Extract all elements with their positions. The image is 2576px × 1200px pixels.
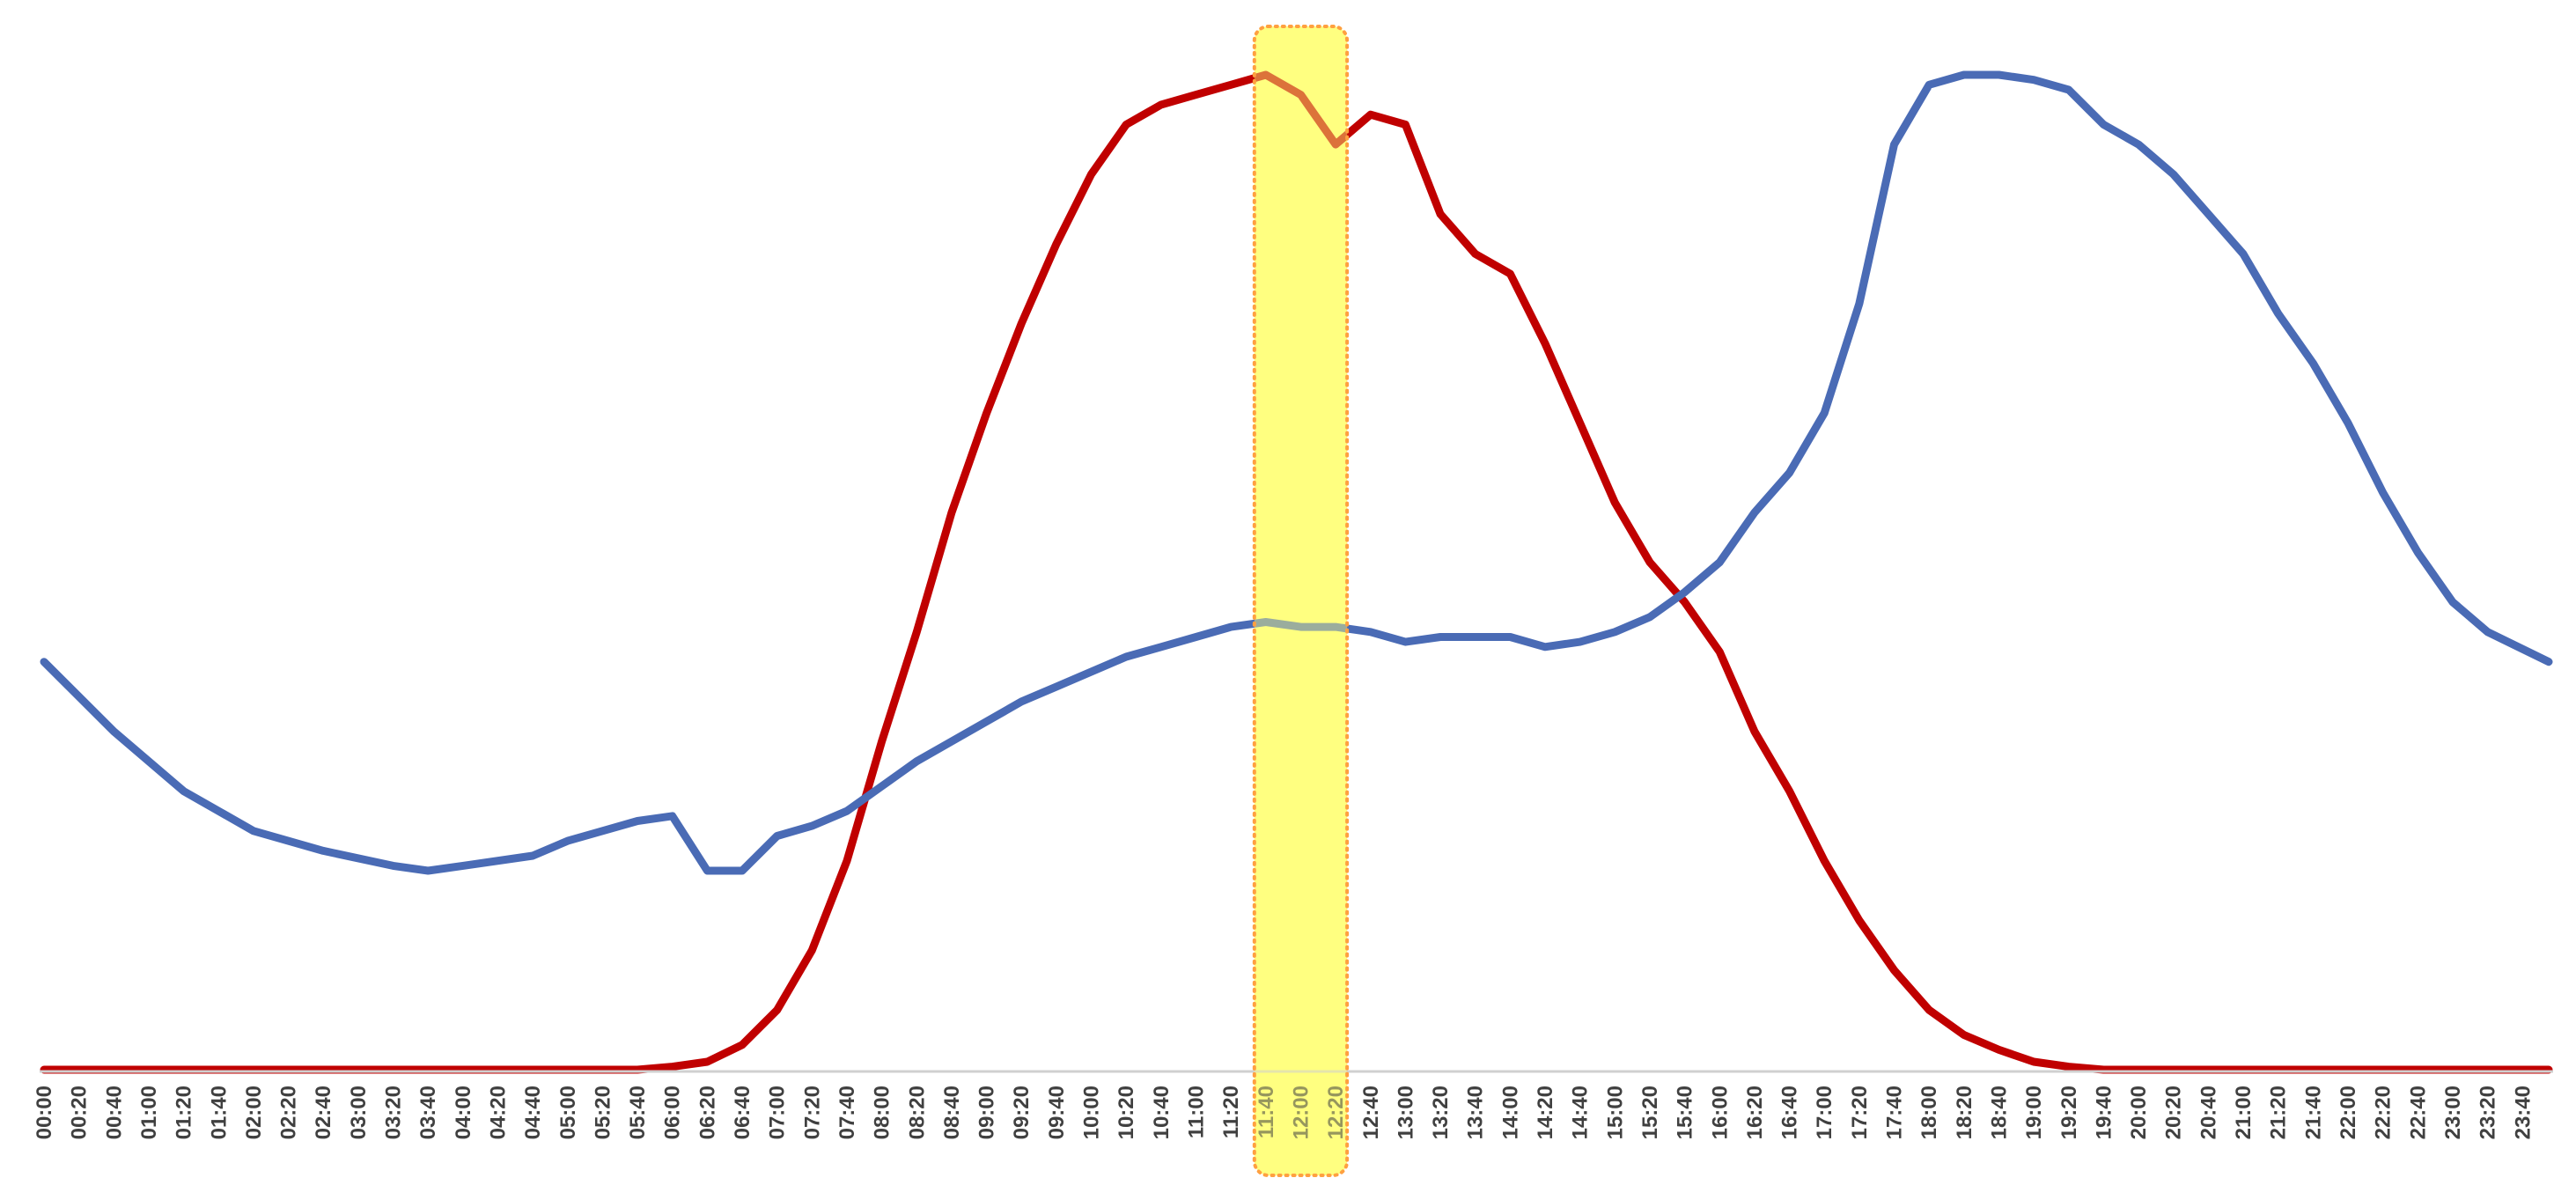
x-tick-label: 19:40 [2092,1086,2116,1139]
x-tick-label: 04:00 [452,1086,475,1139]
x-tick-label: 16:40 [1778,1086,1802,1139]
x-tick-label: 13:40 [1464,1086,1488,1139]
x-tick-label: 01:00 [137,1086,161,1139]
x-tick-label: 20:20 [2162,1086,2186,1139]
highlight-band-layer [1254,26,1348,1175]
series-layer [40,70,2553,1074]
x-tick-label: 20:00 [2127,1086,2151,1139]
x-tick-label: 23:20 [2477,1086,2500,1139]
x-tick-label: 08:20 [905,1086,929,1139]
x-tick-label: 07:40 [835,1086,859,1139]
series-line-1 [40,70,2553,1074]
x-tick-label: 04:40 [521,1086,545,1139]
x-tick-label: 10:00 [1080,1086,1104,1139]
highlight-overlay-layer [1252,25,1350,1177]
x-tick-label: 02:00 [242,1086,266,1139]
highlight-band [1254,26,1348,1175]
x-tick-label: 09:20 [1010,1086,1034,1139]
x-tick-label: 01:40 [207,1086,231,1139]
x-tick-label: 08:40 [940,1086,964,1139]
x-tick-label: 20:40 [2197,1086,2220,1139]
x-tick-label: 15:00 [1603,1086,1627,1139]
x-tick-label: 09:40 [1045,1086,1069,1139]
x-tick-label: 09:00 [975,1086,999,1139]
x-tick-label: 05:40 [626,1086,650,1139]
x-tick-label: 17:00 [1813,1086,1836,1139]
x-tick-label: 07:20 [800,1086,824,1139]
x-tick-label: 03:40 [416,1086,440,1139]
x-tick-label: 18:20 [1953,1086,1976,1139]
x-tick-label: 13:00 [1394,1086,1417,1139]
x-tick-label: 10:20 [1115,1086,1138,1139]
x-tick-label: 21:00 [2232,1086,2256,1139]
x-tick-label: 02:40 [312,1086,335,1139]
x-tick-label: 21:40 [2301,1086,2325,1139]
x-tick-label: 23:40 [2511,1086,2535,1139]
x-tick-label: 15:40 [1674,1086,1697,1139]
x-tick-label: 00:20 [68,1086,92,1139]
x-tick-label: 14:00 [1498,1086,1522,1139]
x-tick-label: 11:00 [1185,1086,1209,1138]
x-tick-label: 19:20 [2057,1086,2081,1139]
x-tick-label: 00:40 [102,1086,126,1139]
x-tick-label: 22:00 [2337,1086,2360,1139]
x-tick-label: 19:00 [2022,1086,2046,1139]
x-tick-label: 01:20 [173,1086,196,1139]
x-tick-label: 21:20 [2267,1086,2291,1139]
x-tick-label: 14:40 [1569,1086,1593,1139]
x-tick-label: 18:40 [1988,1086,2012,1139]
x-tick-label: 05:00 [556,1086,580,1139]
x-tick-label: 10:40 [1150,1086,1174,1139]
x-tick-label: 06:20 [696,1086,719,1139]
x-tick-label: 22:20 [2372,1086,2396,1139]
x-tick-label: 03:20 [382,1086,406,1139]
x-tick-label: 08:00 [871,1086,894,1139]
series-line-2 [40,70,2553,875]
x-tick-label: 23:00 [2441,1086,2465,1139]
x-tick-label: 04:20 [487,1086,511,1139]
x-tick-label: 11:40 [1255,1086,1278,1138]
x-tick-label: 07:00 [766,1086,790,1139]
x-tick-label: 12:40 [1359,1086,1383,1139]
x-tick-label: 02:20 [277,1086,301,1139]
x-tick-label: 06:00 [661,1086,685,1139]
highlight-overlay [1252,25,1350,1177]
x-tick-label: 00:00 [33,1086,56,1139]
x-tick-label: 06:40 [731,1086,754,1139]
x-tick-label: 15:20 [1638,1086,1662,1139]
x-tick-label: 17:20 [1848,1086,1872,1139]
x-tick-label: 13:20 [1429,1086,1453,1139]
x-tick-label: 16:20 [1743,1086,1767,1139]
x-tick-label: 17:40 [1883,1086,1907,1139]
x-tick-label: 12:20 [1324,1086,1348,1139]
x-tick-label: 12:00 [1290,1086,1314,1139]
x-tick-label: 18:00 [1917,1086,1941,1139]
x-tick-label: 11:20 [1219,1086,1243,1138]
x-tick-label: 03:00 [347,1086,371,1139]
x-axis-ticks: 00:00 00:20 00:40 01:00 01:20 01:40 02:00 02:20… [33,1086,2535,1139]
x-tick-label: 16:00 [1708,1086,1732,1139]
x-tick-label: 14:20 [1534,1086,1557,1139]
x-tick-label: 22:40 [2406,1086,2430,1139]
x-tick-label: 05:20 [591,1086,615,1139]
